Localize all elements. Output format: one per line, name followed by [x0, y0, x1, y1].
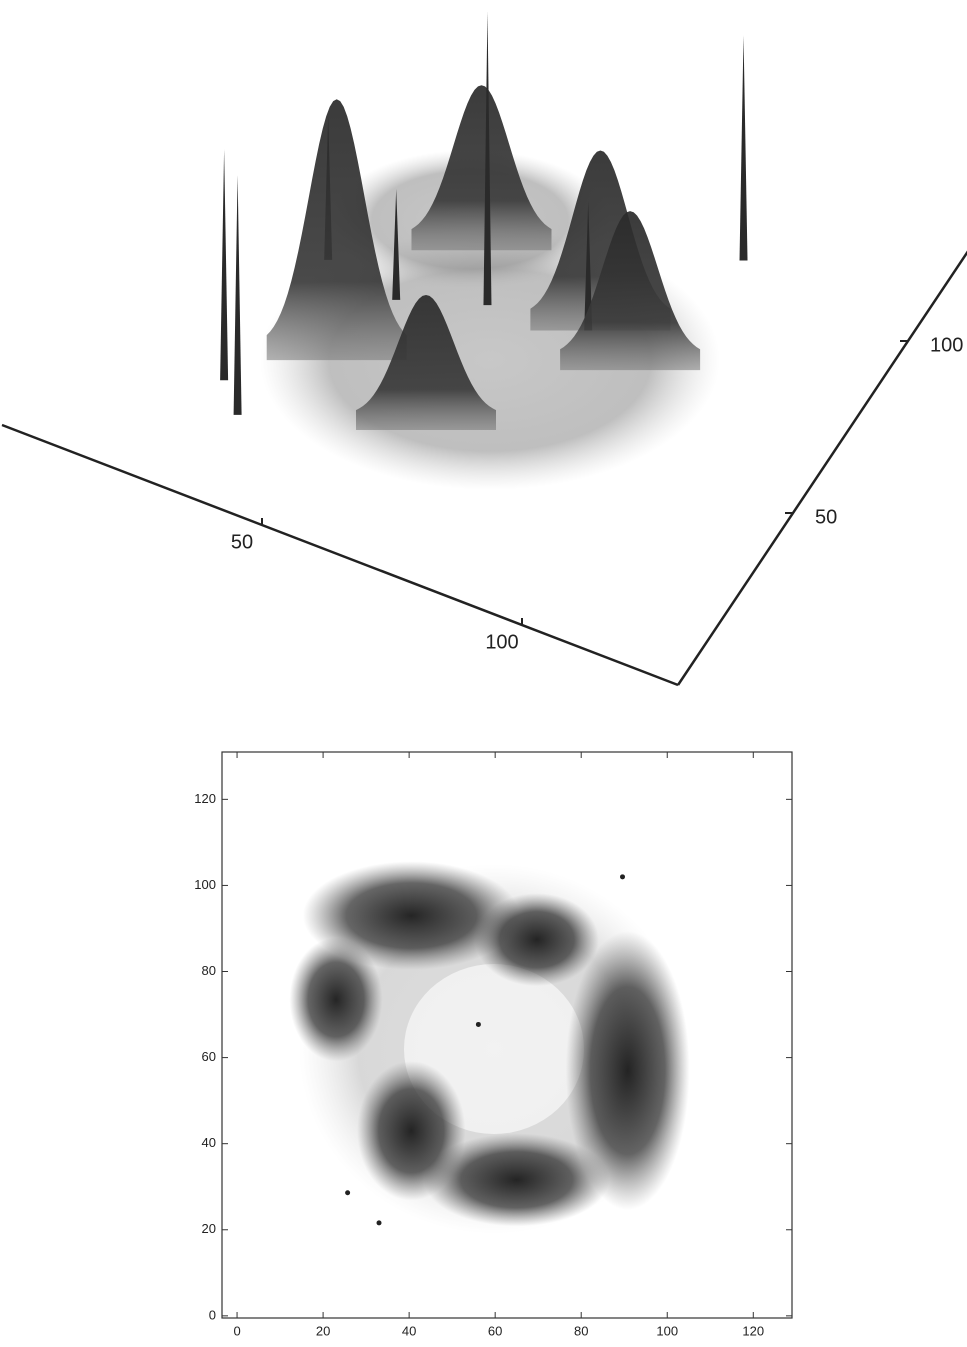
density-dot [345, 1190, 350, 1195]
density-blob [290, 938, 383, 1062]
y-tick-label: 80 [202, 963, 216, 978]
y-axis [678, 238, 967, 685]
density-blob [475, 893, 599, 986]
density-plot: 0 20 40 60 80 100 120 0 20 40 60 80 100 120 [194, 752, 792, 1338]
density-blob [357, 1061, 465, 1200]
x-tick-label: 0 [233, 1323, 240, 1338]
y-tick-label: 100 [930, 334, 963, 356]
x-tick-label: 100 [656, 1323, 678, 1338]
spike [220, 149, 228, 380]
x-tick-label: 80 [574, 1323, 588, 1338]
y-tick-label: 40 [202, 1135, 216, 1150]
y-tick-label: 120 [194, 791, 216, 806]
x-tick-label: 20 [316, 1323, 330, 1338]
y-tick-label: 50 [815, 506, 837, 528]
spike [234, 175, 242, 415]
x-tick-label: 100 [485, 631, 518, 653]
y-tick-label: 100 [194, 877, 216, 892]
density-dot [620, 874, 625, 879]
figure: 50 100 50 100 0 20 40 60 80 100 120 0 20 40 60 80 100 12… [0, 0, 967, 1347]
y-tick-label: 20 [202, 1221, 216, 1236]
spike [740, 35, 748, 260]
y-tick-label: 0 [209, 1307, 216, 1322]
x-tick-label: 50 [231, 531, 253, 553]
y-tick-label: 60 [202, 1049, 216, 1064]
x-tick-label: 120 [742, 1323, 764, 1338]
x-tick-label: 40 [402, 1323, 416, 1338]
x-tick-label: 60 [488, 1323, 502, 1338]
density-dot [377, 1220, 382, 1225]
surface-plot: 50 100 50 100 [2, 11, 967, 685]
density-dot [476, 1022, 481, 1027]
